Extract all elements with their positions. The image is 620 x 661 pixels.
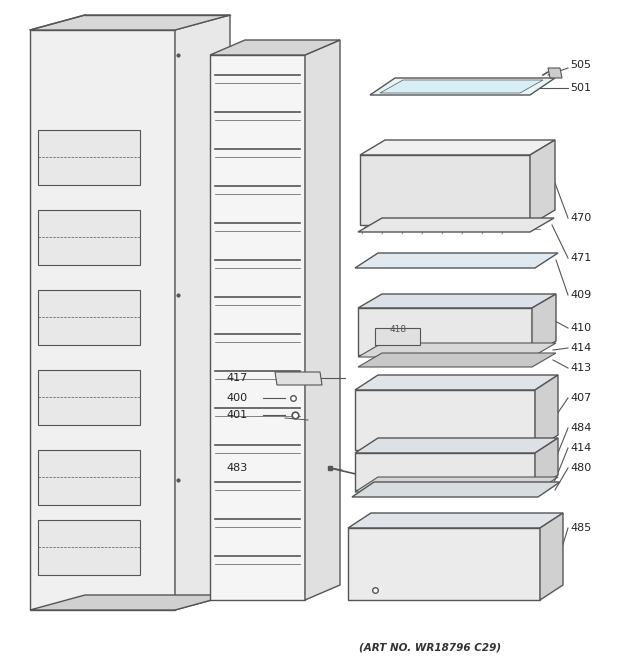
Polygon shape bbox=[38, 520, 140, 575]
Text: 413: 413 bbox=[570, 363, 591, 373]
Text: 401: 401 bbox=[227, 410, 248, 420]
Polygon shape bbox=[348, 528, 540, 600]
Text: 417: 417 bbox=[227, 373, 248, 383]
Polygon shape bbox=[370, 78, 555, 95]
Polygon shape bbox=[355, 438, 558, 453]
Polygon shape bbox=[210, 40, 340, 55]
Polygon shape bbox=[38, 450, 140, 505]
Polygon shape bbox=[355, 477, 558, 492]
Polygon shape bbox=[30, 30, 175, 610]
Polygon shape bbox=[548, 68, 562, 78]
Polygon shape bbox=[360, 140, 555, 155]
Polygon shape bbox=[358, 343, 556, 357]
Text: eReplacementParts.com: eReplacementParts.com bbox=[82, 325, 318, 344]
Text: 505: 505 bbox=[570, 60, 591, 70]
Polygon shape bbox=[355, 390, 535, 450]
Text: 414: 414 bbox=[570, 343, 591, 353]
Polygon shape bbox=[375, 328, 420, 345]
Polygon shape bbox=[38, 290, 140, 345]
Polygon shape bbox=[540, 513, 563, 600]
Text: 410: 410 bbox=[570, 323, 591, 333]
Polygon shape bbox=[535, 375, 558, 450]
Polygon shape bbox=[210, 55, 305, 600]
Text: 414: 414 bbox=[570, 443, 591, 453]
Text: (ART NO. WR18796 C29): (ART NO. WR18796 C29) bbox=[359, 643, 501, 653]
Polygon shape bbox=[358, 308, 532, 355]
Polygon shape bbox=[38, 210, 140, 265]
Polygon shape bbox=[358, 294, 556, 308]
Text: 470: 470 bbox=[570, 213, 591, 223]
Polygon shape bbox=[348, 513, 563, 528]
Text: 407: 407 bbox=[570, 393, 591, 403]
Text: 400: 400 bbox=[227, 393, 248, 403]
Polygon shape bbox=[305, 40, 340, 600]
Text: 483: 483 bbox=[227, 463, 248, 473]
Polygon shape bbox=[38, 130, 140, 185]
Polygon shape bbox=[30, 15, 230, 30]
Polygon shape bbox=[355, 375, 558, 390]
Text: 501: 501 bbox=[570, 83, 591, 93]
Polygon shape bbox=[532, 294, 556, 355]
Text: 409: 409 bbox=[570, 290, 591, 300]
Polygon shape bbox=[535, 438, 558, 490]
Polygon shape bbox=[30, 595, 230, 610]
Polygon shape bbox=[360, 155, 530, 225]
Text: 484: 484 bbox=[570, 423, 591, 433]
Polygon shape bbox=[355, 253, 558, 268]
Text: 485: 485 bbox=[570, 523, 591, 533]
Text: 418: 418 bbox=[390, 325, 407, 334]
Polygon shape bbox=[352, 482, 560, 497]
Polygon shape bbox=[358, 218, 554, 232]
Polygon shape bbox=[275, 372, 322, 385]
Polygon shape bbox=[530, 140, 555, 225]
Polygon shape bbox=[380, 80, 543, 93]
Polygon shape bbox=[358, 353, 556, 367]
Text: 471: 471 bbox=[570, 253, 591, 263]
Polygon shape bbox=[355, 453, 535, 490]
Polygon shape bbox=[38, 370, 140, 425]
Polygon shape bbox=[175, 15, 230, 610]
Text: 480: 480 bbox=[570, 463, 591, 473]
